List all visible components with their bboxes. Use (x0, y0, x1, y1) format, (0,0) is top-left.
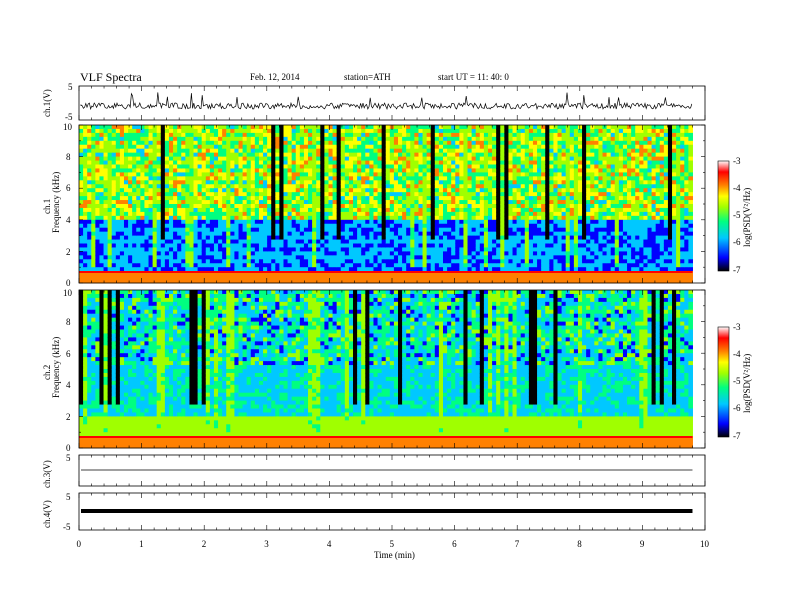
ch2-spec-ytick-6: 6 (66, 349, 71, 359)
ch1-cbar-tick-neg5: -5 (733, 210, 741, 220)
ch2-spec-ytick-8: 8 (66, 317, 71, 327)
ch2-colorbar-label: log(PSD(V²/Hz) (742, 354, 752, 413)
ch2-spec-ytick-2: 2 (66, 412, 71, 422)
axis-ticks (78, 86, 706, 530)
x-tick-label-10: 10 (700, 539, 710, 549)
x-tick-label-9: 9 (640, 539, 645, 549)
ch1-spec-ytick-8: 8 (66, 152, 71, 162)
x-tick-label-8: 8 (577, 539, 582, 549)
ch1-colorbar-scale (717, 160, 730, 272)
ch1-y-ticks: 5 -5 (65, 82, 73, 122)
ch4-ylabel: ch.4(V) (42, 500, 52, 528)
ch3-ylabel: ch.3(V) (42, 460, 52, 488)
ch1-spec-ytick-6: 6 (66, 183, 71, 193)
ch1-spec-ytick-10: 10 (63, 122, 73, 132)
x-tick-label-2: 2 (202, 539, 207, 549)
ch1-colorbar: -3 -4 -5 -6 -7 log(PSD(V²/Hz) (717, 156, 752, 275)
ch1-ytick-5: 5 (68, 82, 73, 92)
ch4-ytick-neg5: -5 (63, 522, 71, 532)
ch2-channel-label: ch.2 (42, 365, 52, 380)
ch1-spectrogram-y-ticks: 0 2 4 6 8 10 (63, 122, 73, 288)
ch1-cbar-tick-neg7: -7 (733, 265, 741, 275)
x-axis-label: Time (min) (374, 550, 415, 560)
date-label: Feb. 12, 2014 (250, 72, 300, 82)
ch1-spec-ytick-4: 4 (66, 215, 71, 225)
ch2-spectrogram-y-ticks: 0 2 4 6 8 10 (63, 288, 73, 453)
ch2-cbar-tick-neg5: -5 (733, 376, 741, 386)
ch1-channel-label: ch.1 (42, 199, 52, 214)
ch1-ytick-neg5: -5 (65, 112, 73, 122)
start-ut-label: start UT = 11: 40: 0 (438, 72, 509, 82)
x-tick-label-4: 4 (327, 539, 332, 549)
ch1-freq-label: Frequency (kHz) (51, 172, 61, 233)
ch2-freq-label: Frequency (kHz) (51, 337, 61, 398)
ch2-spec-ytick-10: 10 (63, 288, 73, 298)
ch4-ytick-5: 5 (66, 492, 71, 502)
ch2-spec-ytick-0: 0 (66, 443, 71, 453)
ch2-cbar-tick-neg4: -4 (733, 349, 741, 359)
chart-title: VLF Spectra (80, 70, 142, 84)
ch4-waveform-trace (81, 509, 693, 513)
ch1-cbar-tick-neg3: -3 (733, 156, 741, 166)
ch1-waveform-trace (80, 92, 693, 111)
x-tick-label-0: 0 (77, 539, 82, 549)
ch1-colorbar-label: log(PSD(V²/Hz) (742, 188, 752, 247)
ch1-ylabel: ch.1(V) (42, 89, 52, 117)
ch1-spectrogram-image (79, 125, 693, 284)
ch2-cbar-tick-neg7: -7 (733, 431, 741, 441)
x-tick-label-7: 7 (515, 539, 520, 549)
station-label: station=ATH (344, 72, 391, 82)
ch2-cbar-tick-neg6: -6 (733, 403, 741, 413)
ch2-spec-ytick-4: 4 (66, 380, 71, 390)
x-tick-label-1: 1 (139, 539, 144, 549)
x-tick-label-3: 3 (264, 539, 269, 549)
ch1-cbar-tick-neg6: -6 (733, 237, 741, 247)
ch1-spec-ytick-0: 0 (66, 278, 71, 288)
x-tick-label-5: 5 (390, 539, 395, 549)
ch1-spec-ytick-2: 2 (66, 247, 71, 257)
ch2-colorbar: -3 -4 -5 -6 -7 log(PSD(V²/Hz) (717, 322, 752, 441)
x-tick-label-6: 6 (452, 539, 457, 549)
x-tick-labels: 0 1 2 3 4 5 6 7 8 9 10 (77, 539, 710, 549)
ch3-ytick-5: 5 (66, 453, 71, 463)
ch2-colorbar-scale (717, 326, 730, 438)
ch2-spectrogram-image (79, 290, 693, 449)
ch2-cbar-tick-neg3: -3 (733, 322, 741, 332)
ch1-cbar-tick-neg4: -4 (733, 183, 741, 193)
